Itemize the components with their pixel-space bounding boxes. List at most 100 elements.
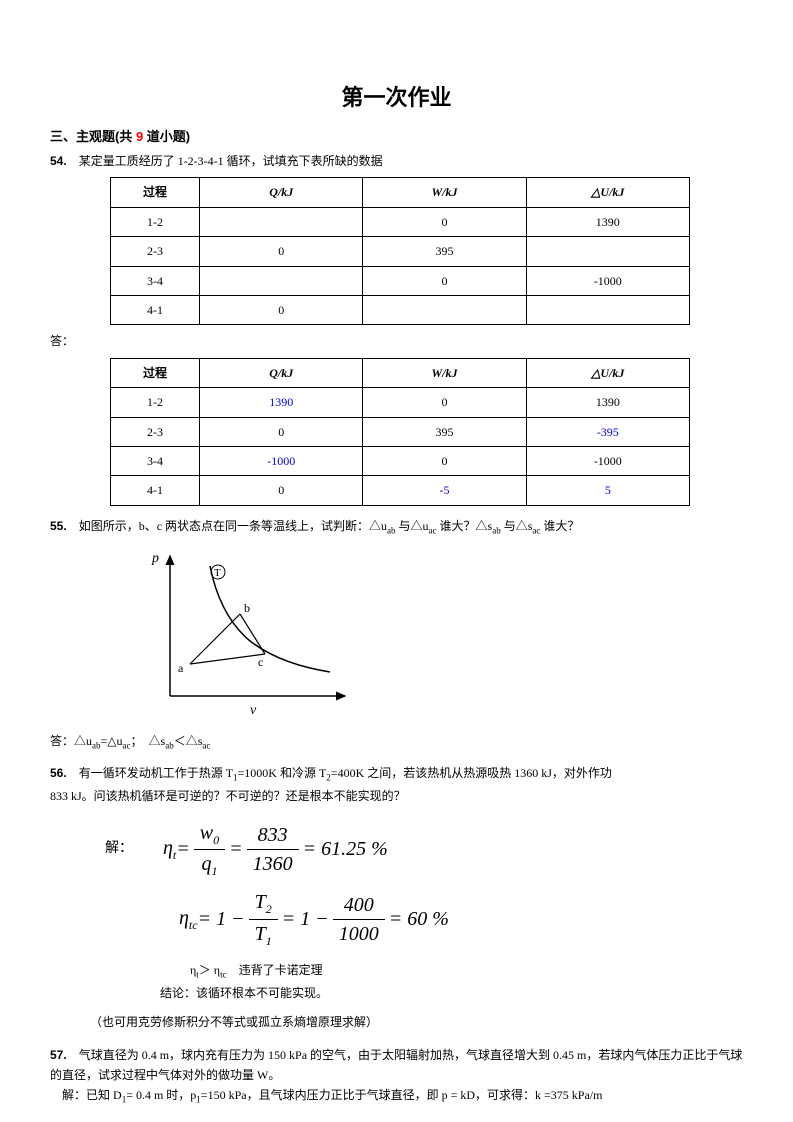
table-row: 3-4-10000-1000 bbox=[111, 446, 690, 475]
q55-t3: 谁大？△s bbox=[437, 519, 493, 533]
cell: 0 bbox=[200, 417, 363, 446]
eq: = bbox=[176, 837, 190, 861]
problem-55: 55. 如图所示，b、c 两状态点在同一条等温线上，试判断：△uab 与△uac… bbox=[50, 516, 743, 754]
cell bbox=[200, 207, 363, 236]
q56-text: 有一循环发动机工作于热源 T1=1000K 和冷源 T2=400K 之间，若该热… bbox=[50, 766, 612, 803]
n1c: 违背了卡诺定理 bbox=[227, 963, 323, 977]
sym2: η bbox=[179, 907, 189, 929]
cell: 4-1 bbox=[111, 476, 200, 505]
th-Q-text: Q/kJ bbox=[269, 185, 293, 199]
frac4: 4001000 bbox=[333, 893, 385, 946]
n1b: ＞ η bbox=[199, 963, 220, 977]
sub-ab2: ab bbox=[492, 525, 501, 535]
sub-ab4: ab bbox=[165, 740, 174, 750]
cell: 395 bbox=[363, 237, 526, 266]
cell: -1000 bbox=[526, 266, 689, 295]
table-header-row: 过程 Q/kJ W/kJ △U/kJ bbox=[111, 358, 690, 387]
cell: 0 bbox=[200, 476, 363, 505]
cell: 1-2 bbox=[111, 207, 200, 236]
th-dU: △U/kJ bbox=[526, 358, 689, 387]
cell: 0 bbox=[363, 446, 526, 475]
q54-table2: 过程 Q/kJ W/kJ △U/kJ 1-2139001390 2-30395-… bbox=[110, 358, 690, 506]
cell: 4-1 bbox=[111, 295, 200, 324]
w0n: w bbox=[200, 822, 213, 844]
q56-note1: ηt＞ ηtc 违背了卡诺定理 bbox=[190, 960, 743, 983]
cell: 0 bbox=[363, 388, 526, 417]
q55-t5: 谁大？ bbox=[540, 519, 579, 533]
solb: = 0.4 m 时，p bbox=[126, 1088, 196, 1102]
sub-ac4: ac bbox=[202, 740, 210, 750]
th-W: W/kJ bbox=[363, 358, 526, 387]
table-row: 4-10-55 bbox=[111, 476, 690, 505]
num3: T2 bbox=[249, 890, 278, 919]
cell: 3-4 bbox=[111, 266, 200, 295]
section-prefix: 三、主观题(共 bbox=[50, 129, 136, 144]
q56-t3: =400K 之间，若该热机从热源吸热 1360 kJ，对外作功 bbox=[331, 766, 612, 780]
cell: 395 bbox=[363, 417, 526, 446]
problem-57: 57. 气球直径为 0.4 m，球内充有压力为 150 kPa 的空气，由于太阳… bbox=[50, 1045, 743, 1108]
th-dU-text: △U/kJ bbox=[591, 366, 624, 380]
q1d: q bbox=[201, 853, 211, 875]
table-row: 1-201390 bbox=[111, 207, 690, 236]
problem-54: 54. 某定量工质经历了 1-2-3-4-1 循环，试填充下表所缺的数据 过程 … bbox=[50, 151, 743, 506]
q56-t1: 有一循环发动机工作于热源 T bbox=[67, 766, 233, 780]
q55-t2: 与△u bbox=[396, 519, 429, 533]
rhs1: = 61.25 % bbox=[303, 837, 388, 861]
th-process: 过程 bbox=[111, 178, 200, 207]
cell: 5 bbox=[526, 476, 689, 505]
ans4: ＜△s bbox=[174, 734, 203, 748]
cell: 0 bbox=[200, 237, 363, 266]
eq-label: 解： bbox=[105, 841, 133, 858]
frac2: 8331360 bbox=[247, 823, 299, 876]
q57-num: 57. bbox=[50, 1048, 67, 1062]
cell: -1000 bbox=[526, 446, 689, 475]
q54-text: 某定量工质经历了 1-2-3-4-1 循环，试填充下表所缺的数据 bbox=[67, 154, 383, 168]
table-row: 2-30395 bbox=[111, 237, 690, 266]
q56-note2: 结论：该循环根本不可能实现。 bbox=[160, 983, 743, 1005]
cell bbox=[200, 266, 363, 295]
cell: 1390 bbox=[526, 207, 689, 236]
q55-ans-label: 答： bbox=[50, 734, 74, 748]
section-suffix: 道小题) bbox=[143, 129, 190, 144]
cell bbox=[526, 295, 689, 324]
th-Q-text: Q/kJ bbox=[269, 366, 293, 380]
table-header-row: 过程 Q/kJ W/kJ △U/kJ bbox=[111, 178, 690, 207]
eq3: = 1 − bbox=[198, 907, 245, 931]
problem-56: 56. 有一循环发动机工作于热源 T1=1000K 和冷源 T2=400K 之间… bbox=[50, 763, 743, 1032]
sub-ab: ab bbox=[387, 525, 396, 535]
eq-row-2: ηtc = 1 − T2T1 = 1 − 4001000 = 60 % bbox=[179, 890, 743, 948]
q56-paren: （也可用克劳修斯积分不等式或孤立系熵增原理求解） bbox=[90, 1012, 743, 1032]
table-row: 2-30395-395 bbox=[111, 417, 690, 446]
d1360: 1360 bbox=[247, 850, 299, 876]
q56-t2: =1000K 和冷源 T bbox=[238, 766, 327, 780]
ans1: △u bbox=[74, 734, 92, 748]
n833: 833 bbox=[247, 823, 299, 850]
cell: 0 bbox=[363, 266, 526, 295]
eq-row-1: 解： ηt = w0q1 = 8331360 = 61.25 % bbox=[105, 821, 743, 879]
th-W: W/kJ bbox=[363, 178, 526, 207]
pv-diagram: p v a b c T bbox=[140, 546, 743, 722]
cell bbox=[526, 237, 689, 266]
iso-T-label: T bbox=[214, 567, 221, 579]
sub-ac3: ac bbox=[123, 740, 131, 750]
T2n: T bbox=[255, 891, 266, 913]
q55-answer: 答：△uab=△uac； △sab＜△sac bbox=[50, 731, 743, 754]
cell: -395 bbox=[526, 417, 689, 446]
th-dU: △U/kJ bbox=[526, 178, 689, 207]
cell: 2-3 bbox=[111, 417, 200, 446]
q56-t4: 833 kJ。问该热机循环是可逆的？不可逆的？还是根本不能实现的？ bbox=[50, 789, 406, 803]
solc: =150 kPa，且气球内压力正比于气球直径，即 p = kD，可求得：k =3… bbox=[201, 1088, 603, 1102]
q54-table1: 过程 Q/kJ W/kJ △U/kJ 1-201390 2-30395 3-40… bbox=[110, 177, 690, 325]
table-row: 4-10 bbox=[111, 295, 690, 324]
q55-t4: 与△s bbox=[501, 519, 533, 533]
cell: 3-4 bbox=[111, 446, 200, 475]
th-Q: Q/kJ bbox=[200, 178, 363, 207]
cell: 1-2 bbox=[111, 388, 200, 417]
frac1: w0q1 bbox=[194, 821, 225, 879]
q54-num: 54. bbox=[50, 154, 67, 168]
cell: 1390 bbox=[200, 388, 363, 417]
axis-p-label: p bbox=[151, 551, 159, 566]
eq2: = bbox=[229, 837, 243, 861]
sub-ab3: ab bbox=[92, 740, 101, 750]
cell: 0 bbox=[200, 295, 363, 324]
